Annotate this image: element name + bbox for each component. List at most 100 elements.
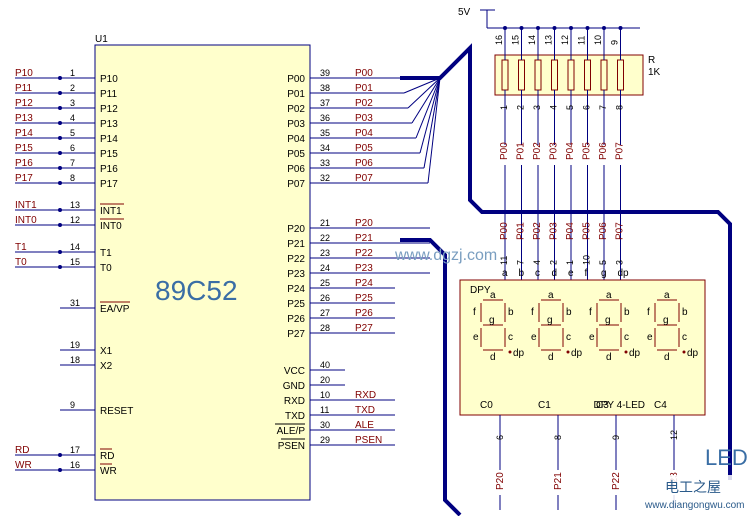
svg-text:e: e — [589, 332, 595, 343]
svg-text:LED: LED — [705, 445, 748, 470]
svg-text:6: 6 — [582, 105, 592, 110]
pin-name: T0 — [100, 263, 112, 274]
chip-part: 89C52 — [155, 275, 238, 306]
net-label: P07 — [615, 222, 626, 240]
svg-text:2: 2 — [70, 83, 75, 93]
svg-text:b: b — [508, 307, 514, 318]
svg-text:d: d — [606, 352, 612, 363]
net-label: P03 — [355, 113, 373, 124]
net-label: T0 — [15, 257, 27, 268]
svg-text:e: e — [531, 332, 537, 343]
svg-text:3: 3 — [70, 98, 75, 108]
net-label: P25 — [355, 293, 373, 304]
svg-text:c: c — [682, 332, 687, 343]
net-label: P06 — [355, 158, 373, 169]
svg-text:b: b — [566, 307, 572, 318]
net-label: TXD — [355, 405, 375, 416]
pin-name: ALE/P — [277, 426, 306, 437]
svg-text:17: 17 — [70, 445, 80, 455]
net-label: P22 — [611, 472, 622, 490]
svg-text:20: 20 — [320, 375, 330, 385]
net-label: P05 — [582, 142, 593, 160]
pin-name: P14 — [100, 134, 118, 145]
svg-text:d: d — [490, 352, 496, 363]
net-label: PSEN — [355, 435, 382, 446]
svg-text:g: g — [601, 268, 607, 279]
svg-text:26: 26 — [320, 293, 330, 303]
svg-text:f: f — [647, 307, 650, 318]
svg-text:37: 37 — [320, 98, 330, 108]
digit-label: C3 — [596, 400, 609, 411]
net-label: P21 — [553, 472, 564, 490]
pin-name: P03 — [287, 119, 305, 130]
net-label: P00 — [355, 68, 373, 79]
pin-name: P22 — [287, 254, 305, 265]
pin-name: P11 — [100, 89, 117, 100]
net-label: P05 — [355, 143, 373, 154]
svg-text:4: 4 — [532, 260, 542, 265]
svg-text:www.diangongwu.com: www.diangongwu.com — [644, 500, 745, 511]
pin-name: RD — [100, 451, 114, 462]
svg-text:a: a — [490, 290, 496, 301]
svg-text:d: d — [548, 352, 554, 363]
net-label: P04 — [565, 222, 576, 240]
net-label: P17 — [15, 173, 33, 184]
pin-name: P02 — [287, 104, 305, 115]
pin-name: P01 — [287, 89, 305, 100]
svg-text:g: g — [547, 315, 553, 326]
svg-text:1: 1 — [70, 68, 75, 78]
svg-text:10: 10 — [593, 35, 603, 45]
pin-name: P17 — [100, 179, 118, 190]
net-label: P26 — [355, 308, 373, 319]
svg-text:8: 8 — [70, 173, 75, 183]
svg-text:f: f — [589, 307, 592, 318]
pin-name: P27 — [287, 329, 305, 340]
pin-name: RXD — [284, 396, 305, 407]
svg-text:g: g — [489, 315, 495, 326]
svg-text:31: 31 — [70, 298, 80, 308]
svg-text:3: 3 — [615, 260, 625, 265]
pin-name: X1 — [100, 346, 113, 357]
net-label: P20 — [495, 472, 506, 490]
svg-text:25: 25 — [320, 278, 330, 288]
net-label: P03 — [549, 222, 560, 240]
pin-name: T1 — [100, 248, 112, 259]
svg-text:19: 19 — [70, 340, 80, 350]
svg-text:39: 39 — [320, 68, 330, 78]
net-label: INT0 — [15, 215, 37, 226]
svg-text:23: 23 — [320, 248, 330, 258]
svg-text:27: 27 — [320, 308, 330, 318]
display-module: DPY DPY 4-LED abcdefgdpabcdefgdpabcdefgd… — [460, 280, 705, 415]
pin-name: P05 — [287, 149, 305, 160]
svg-text:33: 33 — [320, 158, 330, 168]
svg-text:21: 21 — [320, 218, 330, 228]
svg-text:c: c — [508, 332, 513, 343]
svg-text:R: R — [648, 55, 655, 66]
svg-text:c: c — [566, 332, 571, 343]
net-label: P01 — [355, 83, 373, 94]
svg-text:DPY: DPY — [470, 285, 491, 296]
svg-text:36: 36 — [320, 113, 330, 123]
svg-text:22: 22 — [320, 233, 330, 243]
pin-name: P10 — [100, 74, 118, 85]
net-label: P02 — [532, 222, 543, 240]
net-label: P06 — [598, 222, 609, 240]
svg-text:6: 6 — [495, 435, 505, 440]
net-label: WR — [15, 460, 32, 471]
svg-text:13: 13 — [544, 35, 554, 45]
svg-text:15: 15 — [70, 257, 80, 267]
net-label: P02 — [355, 98, 373, 109]
net-label: P13 — [15, 113, 33, 124]
net-label: ALE — [355, 420, 374, 431]
svg-text:e: e — [647, 332, 653, 343]
net-label: P23 — [355, 263, 373, 274]
net-label: P00 — [499, 142, 510, 160]
pin-name: RESET — [100, 406, 133, 417]
pin-name: P07 — [287, 179, 305, 190]
pin-name: P16 — [100, 164, 118, 175]
pin-name: INT1 — [100, 206, 122, 217]
svg-text:3: 3 — [532, 105, 542, 110]
pin-name: P15 — [100, 149, 118, 160]
svg-text:g: g — [663, 315, 669, 326]
svg-text:12: 12 — [560, 35, 570, 45]
